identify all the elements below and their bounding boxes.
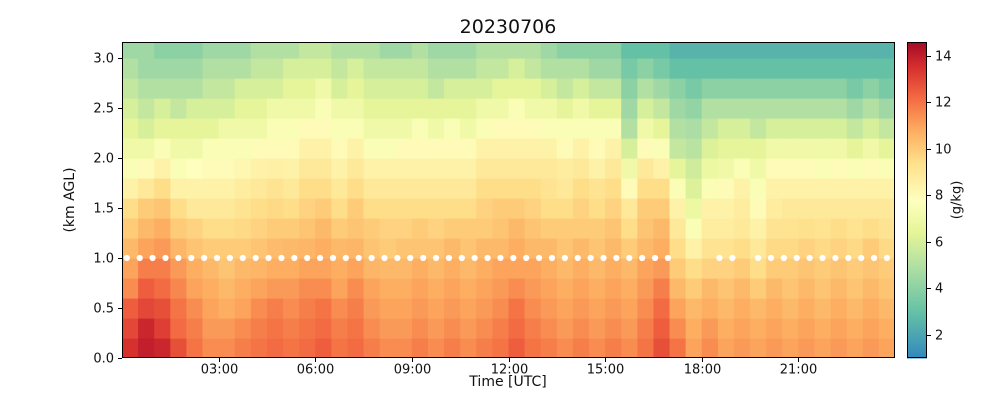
y-tick-label: 1.0 xyxy=(93,251,114,266)
colorbar-tick-label: 12 xyxy=(935,95,952,110)
colorbar-tick-label: 10 xyxy=(935,142,952,157)
y-tick-label: 0.0 xyxy=(93,351,114,366)
x-tick-label: 06:00 xyxy=(296,362,335,378)
x-tick-label: 15:00 xyxy=(586,362,625,378)
plot-title: 20230706 xyxy=(459,16,557,38)
y-tick-label: 1.5 xyxy=(93,201,114,216)
colorbar-tick-label: 4 xyxy=(935,281,944,296)
x-axis-label: Time [UTC] xyxy=(469,374,547,390)
x-tick-label: 12:00 xyxy=(490,362,529,378)
y-tick-label: 2.0 xyxy=(93,151,114,166)
y-tick-label: 3.0 xyxy=(93,51,114,66)
colorbar-tick-label: 14 xyxy=(935,49,952,64)
y-tick-label: 2.5 xyxy=(93,101,114,116)
x-tick-label: 21:00 xyxy=(779,362,818,378)
colorbar-tick-label: 6 xyxy=(935,235,944,250)
x-tick-label: 18:00 xyxy=(683,362,722,378)
y-axis-label: (km AGL) xyxy=(62,167,78,233)
x-tick-label: 03:00 xyxy=(200,362,239,378)
y-tick-label: 0.5 xyxy=(93,301,114,316)
colorbar-label: (g/kg) xyxy=(949,180,965,220)
colorbar-tick-label: 8 xyxy=(935,188,944,203)
x-tick-label: 09:00 xyxy=(393,362,432,378)
colorbar-tick-label: 2 xyxy=(935,328,944,343)
